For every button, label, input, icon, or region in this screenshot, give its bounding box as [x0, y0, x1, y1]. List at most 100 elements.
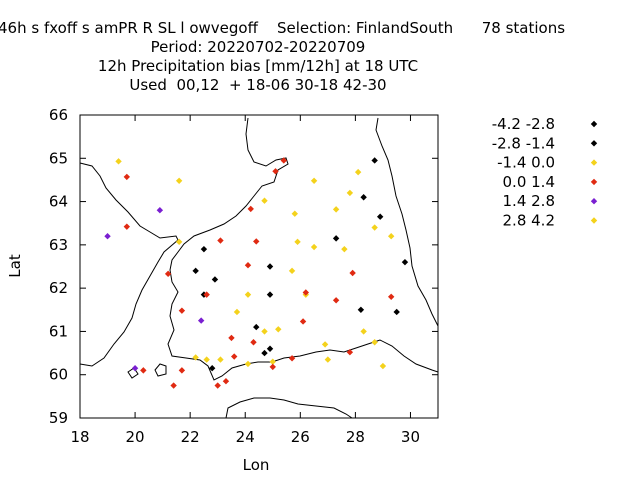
legend-label: 2.8 4.2: [503, 212, 555, 230]
map-outline: [79, 117, 439, 419]
data-point: [341, 245, 348, 253]
y-tick-label: 63: [49, 236, 68, 254]
data-point: [211, 276, 219, 283]
data-point: [272, 168, 279, 175]
legend-label: 0.0 1.4: [503, 173, 555, 191]
data-point: [178, 367, 186, 374]
y-tick-label: 62: [49, 279, 68, 297]
data-point: [299, 318, 307, 325]
x-tick-label: 30: [401, 428, 420, 446]
data-point: [266, 291, 274, 298]
data-point: [261, 349, 268, 357]
data-point: [294, 238, 301, 246]
data-point: [280, 157, 287, 164]
data-point: [269, 363, 276, 371]
x-tick-label: 28: [346, 428, 365, 446]
data-point: [228, 334, 235, 342]
data-point: [192, 354, 199, 361]
x-tick-label: 18: [70, 428, 89, 446]
data-point: [203, 291, 210, 298]
data-point: [321, 341, 329, 348]
x-tick-label: 26: [291, 428, 310, 446]
data-point: [214, 382, 221, 389]
title-line-2: Period: 20220702-20220709: [151, 38, 366, 56]
data-point: [104, 233, 111, 240]
data-point: [217, 356, 224, 363]
data-point: [371, 224, 378, 231]
legend-label: -4.2 -2.8: [492, 115, 555, 133]
data-point: [175, 238, 183, 246]
data-point: [244, 262, 252, 269]
data-point: [360, 194, 367, 201]
data-point: [266, 345, 274, 352]
data-point: [346, 189, 354, 197]
data-point: [261, 197, 268, 204]
data-point: [164, 270, 172, 278]
data-point: [203, 356, 210, 363]
data-point: [288, 355, 296, 362]
data-point: [244, 291, 252, 298]
title-line-3: 12h Precipitation bias [mm/12h] at 18 UT…: [98, 57, 418, 75]
y-tick-label: 60: [49, 366, 68, 384]
y-tick-label: 59: [49, 409, 68, 427]
data-point: [261, 328, 268, 335]
data-point: [332, 297, 340, 304]
data-point: [302, 289, 310, 296]
y-tick-label: 64: [49, 193, 68, 211]
data-point: [387, 233, 395, 240]
data-point: [275, 326, 282, 333]
legend-label: -2.8 -1.4: [492, 134, 555, 152]
data-point: [332, 235, 340, 242]
plot-frame: [79, 114, 439, 419]
data-point: [175, 177, 183, 184]
y-axis-label: Lat: [6, 254, 24, 278]
data-point: [123, 173, 131, 181]
data-point: [387, 293, 395, 300]
legend-marker: [590, 159, 598, 166]
y-axis: 59 60 61 62 63 64 65 66: [49, 106, 438, 427]
legend-marker: [590, 140, 598, 147]
data-point: [266, 263, 274, 270]
data-point: [140, 367, 147, 374]
x-axis-label: Lon: [243, 456, 270, 474]
data-point: [354, 168, 362, 176]
x-tick-label: 20: [126, 428, 145, 446]
legend-label: -1.4 0.0: [497, 154, 555, 172]
x-axis: 18 20 22 24 26 28 30: [70, 115, 420, 446]
legend-marker: [590, 198, 598, 205]
data-point: [156, 207, 164, 214]
data-point: [222, 378, 230, 385]
data-point: [376, 213, 384, 220]
y-tick-label: 61: [49, 322, 68, 340]
data-point: [208, 365, 216, 372]
data-point: [360, 328, 367, 335]
data-point: [253, 238, 260, 245]
legend: -4.2 -2.8-2.8 -1.4 -1.4 0.00.0 1.41.4 2.8…: [492, 115, 598, 230]
data-point: [371, 339, 378, 346]
data-point: [178, 307, 186, 314]
data-point: [247, 205, 254, 213]
data-point: [332, 206, 340, 213]
data-point: [250, 339, 257, 346]
legend-label: 1.4 2.8: [503, 192, 555, 210]
y-tick-label: 66: [49, 106, 68, 124]
data-point: [269, 358, 276, 365]
data-point: [170, 382, 177, 389]
x-tick-label: 22: [181, 428, 200, 446]
title-line-1: 46h s fxoff s amPR R SL l owvegoff Selec…: [0, 19, 565, 37]
y-tick-label: 65: [49, 149, 68, 167]
data-points: [104, 157, 409, 389]
data-point: [233, 308, 241, 316]
legend-marker: [590, 217, 598, 224]
data-point: [192, 267, 199, 275]
data-point: [379, 362, 387, 370]
data-point: [115, 158, 122, 165]
legend-marker: [590, 120, 598, 128]
chart-title: 46h s fxoff s amPR R SL l owvegoff Selec…: [0, 19, 565, 94]
data-point: [393, 308, 400, 316]
x-tick-label: 24: [236, 428, 255, 446]
data-point: [324, 356, 332, 363]
data-point: [346, 349, 354, 356]
data-point: [253, 323, 260, 331]
